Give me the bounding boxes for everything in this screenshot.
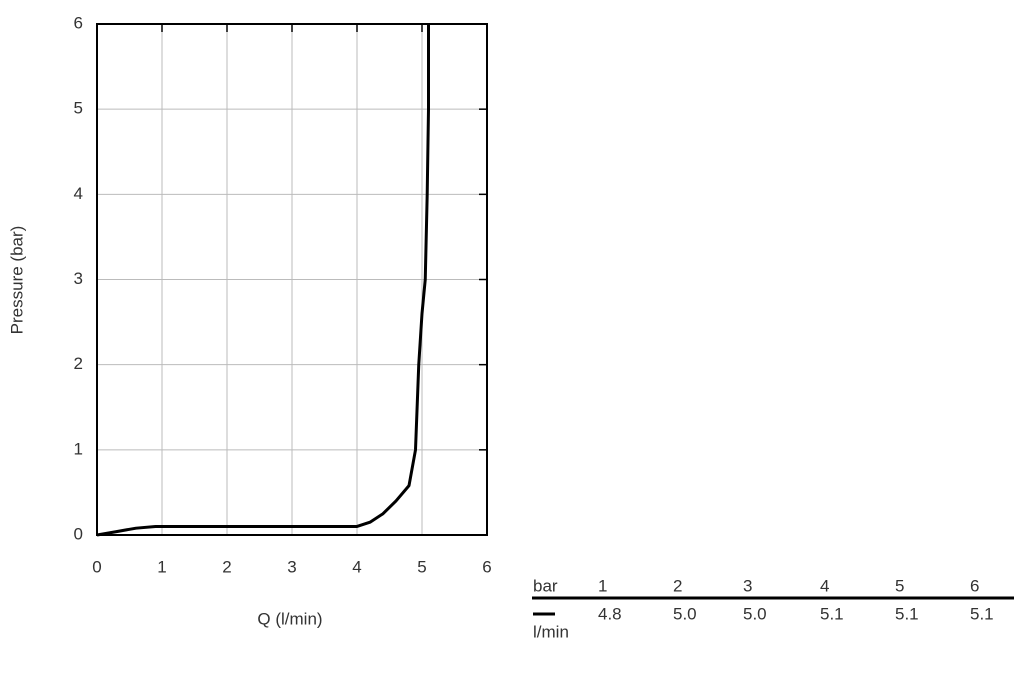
y-tick-label: 0 [74,524,83,543]
x-tick-label: 0 [92,557,101,576]
table-value: 5.1 [820,604,844,623]
table-header: bar [533,576,558,595]
y-tick-label: 2 [74,354,83,373]
x-tick-label: 3 [287,557,296,576]
y-tick-label: 4 [74,184,83,203]
y-axis-label: Pressure (bar) [7,226,26,335]
plot-frame [96,23,488,536]
y-tick-label: 1 [74,439,83,458]
x-tick-label: 1 [157,557,166,576]
table-header: 2 [673,576,682,595]
table-value: 5.0 [673,604,697,623]
table-value: 4.8 [598,604,622,623]
table-header: 3 [743,576,752,595]
x-tick-label: 2 [222,557,231,576]
x-tick-label: 5 [417,557,426,576]
table-header: 5 [895,576,904,595]
x-axis-label: Q (l/min) [257,609,322,628]
table-header: 6 [970,576,979,595]
x-tick-label: 6 [482,557,491,576]
y-tick-label: 3 [74,269,83,288]
table-header: 1 [598,576,607,595]
table-value: 5.1 [895,604,919,623]
table-unit: l/min [533,622,569,641]
y-tick-label: 6 [74,13,83,32]
data-line [96,24,430,537]
x-tick-label: 4 [352,557,361,576]
table-header: 4 [820,576,829,595]
table-value: 5.0 [743,604,767,623]
y-tick-label: 5 [74,99,83,118]
table-value: 5.1 [970,604,994,623]
